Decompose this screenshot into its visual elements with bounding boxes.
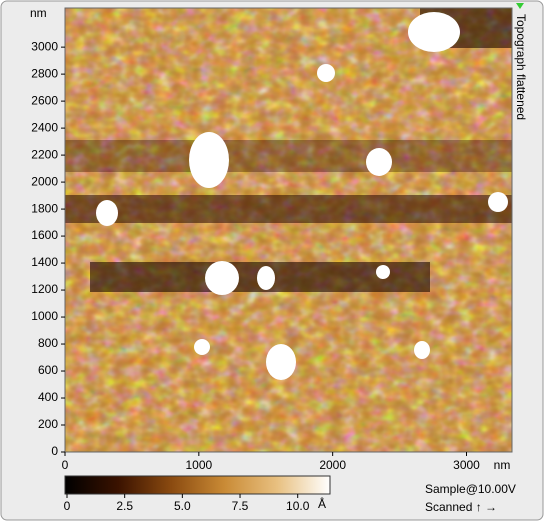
colorbar-tick-label: 0 [64, 499, 71, 513]
y-tick-label: 800 [38, 336, 58, 350]
y-tick-label: 2200 [31, 147, 58, 161]
y-tick-label: 0 [51, 444, 58, 458]
sample-label: Sample@10.00V [425, 482, 516, 496]
y-tick-label: 1400 [31, 255, 58, 269]
y-tick-label: 1800 [31, 201, 58, 215]
x-unit: nm [494, 458, 511, 472]
x-tick-label: 1000 [185, 458, 212, 472]
y-tick-label: 1200 [31, 282, 58, 296]
y-tick-label: 2800 [31, 66, 58, 80]
x-tick-label: 0 [62, 458, 69, 472]
colorbar-tick-label: 5.0 [174, 499, 191, 513]
y-tick-label: 2000 [31, 174, 58, 188]
colorbar-tick-label: 10.0 [286, 499, 310, 513]
y-unit: nm [30, 6, 47, 20]
y-tick-label: 3000 [31, 39, 58, 53]
colorbar-tick-label: 2.5 [116, 499, 133, 513]
y-tick-label: 600 [38, 363, 58, 377]
plot-border [64, 7, 513, 453]
y-tick-label: 1000 [31, 309, 58, 323]
y-tick-label: 400 [38, 390, 58, 404]
image-title: Topograph flattened [514, 14, 528, 120]
topography-image [65, 8, 512, 452]
x-tick-label: 3000 [453, 458, 480, 472]
scan-label: Scanned ↑ → [425, 500, 497, 514]
colorbar-unit: Å [318, 496, 326, 511]
y-tick-label: 200 [38, 417, 58, 431]
y-tick-label: 2400 [31, 120, 58, 134]
y-tick-label: 1600 [31, 228, 58, 242]
colorbar-tick-label: 7.5 [232, 499, 249, 513]
colorbar [64, 475, 331, 495]
y-tick-label: 2600 [31, 93, 58, 107]
x-tick-label: 2000 [319, 458, 346, 472]
title-marker [516, 3, 524, 9]
